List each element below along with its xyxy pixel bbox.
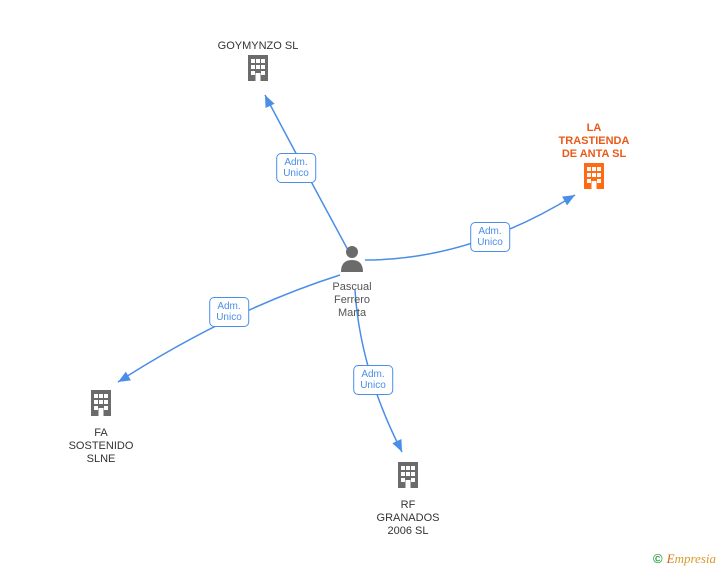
- watermark: © Empresia: [653, 551, 716, 567]
- building-icon: [393, 460, 423, 490]
- edge-label: Adm.Unico: [276, 153, 316, 183]
- company-node-rf-granados[interactable]: RFGRANADOS2006 SL: [348, 460, 468, 538]
- person-icon: [339, 244, 365, 272]
- person-label: PascualFerreroMarta: [292, 281, 412, 320]
- edge-arrowhead: [392, 439, 406, 454]
- edge-label: Adm.Unico: [470, 222, 510, 252]
- edge-label: Adm.Unico: [353, 365, 393, 395]
- company-label: GOYMYNZO SL: [198, 40, 318, 53]
- company-label: LATRASTIENDADE ANTA SL: [534, 122, 654, 161]
- building-icon: [243, 53, 273, 83]
- diagram-canvas: GOYMYNZO SL LATRASTIENDADE ANTA SL RFGRA…: [0, 0, 728, 575]
- company-node-la-trastienda[interactable]: LATRASTIENDADE ANTA SL: [534, 122, 654, 200]
- edge-label: Adm.Unico: [209, 297, 249, 327]
- person-node[interactable]: PascualFerreroMarta: [292, 244, 412, 320]
- edge-arrowhead: [260, 93, 274, 108]
- building-icon: [579, 161, 609, 191]
- company-label: FASOSTENIDOSLNE: [41, 427, 161, 466]
- building-icon: [86, 388, 116, 418]
- copyright-symbol: ©: [653, 551, 663, 566]
- company-node-fa-sostenido[interactable]: FASOSTENIDOSLNE: [41, 388, 161, 466]
- company-label: RFGRANADOS2006 SL: [348, 499, 468, 538]
- brand-name: Empresia: [667, 551, 716, 566]
- edge-arrowhead: [116, 372, 131, 387]
- company-node-goymynzo[interactable]: GOYMYNZO SL: [198, 40, 318, 92]
